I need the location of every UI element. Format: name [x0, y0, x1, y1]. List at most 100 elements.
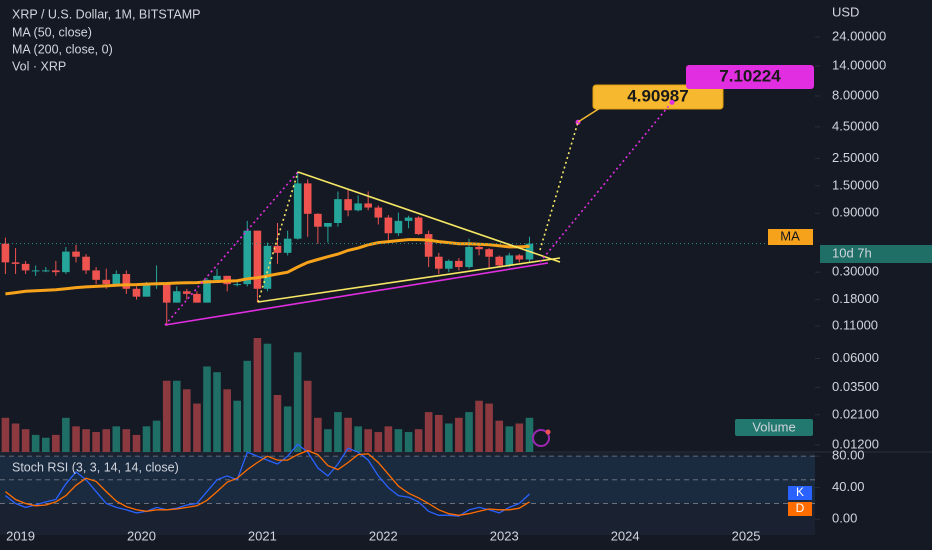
- indicator-label: MA (200, close, 0): [12, 42, 113, 56]
- legend-label: D: [796, 501, 805, 515]
- volume-bar: [21, 429, 30, 452]
- volume-bar: [223, 389, 231, 452]
- volume-bar: [253, 338, 262, 452]
- volume-bar: [455, 417, 463, 452]
- trendline: [164, 262, 549, 326]
- volume-bar: [374, 432, 383, 452]
- ma-tag: [768, 229, 813, 245]
- y-tick-label: 14.00000: [832, 57, 886, 72]
- volume-bar: [445, 423, 453, 452]
- volume-bar: [102, 429, 111, 452]
- y-tick-label: 4.50000: [832, 118, 879, 133]
- volume-bar: [203, 366, 211, 452]
- candle-body: [374, 207, 383, 218]
- candle-body: [515, 255, 524, 260]
- candle-body: [182, 291, 191, 294]
- plot-layer: 24.00000 14.00000 8.00000 4.50000 2.50000 1.5…: [0, 29, 932, 543]
- candle-body: [394, 220, 403, 234]
- volume-bar: [213, 372, 221, 452]
- volume-bar: [303, 380, 312, 452]
- candle-body: [203, 279, 211, 303]
- target-box: [592, 84, 724, 110]
- volume-bar: [334, 412, 342, 452]
- symbol-title: XRP / U.S. Dollar, 1M, BITSTAMP: [12, 7, 200, 21]
- countdown-tag: [820, 245, 932, 263]
- candle-body: [11, 262, 20, 264]
- volume-bar: [505, 426, 514, 452]
- projection: [164, 171, 299, 326]
- candle-body: [42, 270, 50, 272]
- candle-body: [102, 279, 111, 285]
- y-tick-label: 0.00: [832, 511, 857, 526]
- volume-bar: [485, 403, 493, 452]
- candle-body: [112, 273, 121, 285]
- candle-body: [314, 213, 322, 227]
- candle-body: [324, 222, 332, 227]
- candle-body: [495, 256, 504, 266]
- alert-dot: [545, 429, 551, 435]
- y-tick-label: 0.01200: [832, 436, 879, 451]
- volume-bar: [525, 417, 534, 452]
- volume-bar: [1, 417, 10, 452]
- x-tick-label: 2025: [732, 528, 761, 543]
- countdown: 10d 7h: [832, 245, 872, 260]
- y-tick-label: 0.90000: [832, 205, 879, 220]
- volume-bar: [475, 400, 483, 452]
- candle-body: [334, 199, 342, 223]
- candle-body: [31, 270, 40, 272]
- candle-body: [132, 288, 141, 297]
- candle-body: [213, 275, 221, 280]
- volume-bar: [31, 434, 40, 452]
- volume-bar: [283, 406, 292, 452]
- volume-bar: [11, 423, 20, 452]
- x-tick-label: 2024: [611, 528, 640, 543]
- candle-body: [72, 251, 80, 257]
- candle-body: [253, 230, 262, 289]
- projection: [539, 121, 579, 251]
- y-tick-label: 0.02100: [832, 406, 879, 421]
- candle-body: [142, 284, 151, 297]
- x-tick-label: 2023: [490, 528, 519, 543]
- indicator-label: MA (50, close): [12, 25, 92, 39]
- candle-body: [122, 273, 131, 289]
- candle-body: [21, 263, 30, 271]
- volume-bar: [384, 426, 393, 452]
- y-tick-label: 0.03500: [832, 379, 879, 394]
- volume-bar: [314, 417, 322, 452]
- volume-bar: [82, 429, 90, 452]
- trendline: [257, 257, 561, 303]
- candle-body: [82, 256, 90, 271]
- alert-icon[interactable]: [532, 429, 550, 447]
- volume-bar: [233, 400, 242, 452]
- volume-bar: [142, 426, 151, 452]
- stoch-title: Stoch RSI (3, 3, 14, 14, close): [12, 460, 179, 474]
- candle-body: [62, 251, 70, 273]
- drawings: [164, 101, 673, 326]
- x-tick-label: 2022: [369, 528, 398, 543]
- candle-body: [303, 183, 312, 214]
- y-tick-label: 0.30000: [832, 264, 879, 279]
- candle-body: [384, 217, 393, 234]
- y-tick-label: 1.50000: [832, 177, 879, 192]
- candle-body: [52, 270, 60, 273]
- candle-body: [485, 249, 493, 257]
- volume-bar: [122, 429, 131, 452]
- candle-body: [505, 255, 514, 266]
- volume-bar: [354, 426, 362, 452]
- volume-bar: [182, 389, 191, 452]
- volume-bar: [324, 429, 332, 452]
- candle-body: [404, 217, 413, 221]
- legend-swatch: [788, 502, 812, 516]
- volume-bar: [112, 426, 121, 452]
- volume-bar: [465, 412, 473, 452]
- volume-bar: [162, 380, 171, 452]
- trendline: [297, 171, 561, 263]
- indicator-label: Vol · XRP: [12, 59, 66, 73]
- volume-bar: [434, 414, 443, 452]
- target-point: [669, 99, 675, 105]
- volume-bar: [42, 437, 50, 452]
- volume-bar: [72, 426, 80, 452]
- candle-body: [293, 183, 302, 239]
- volume-bar: [273, 395, 282, 452]
